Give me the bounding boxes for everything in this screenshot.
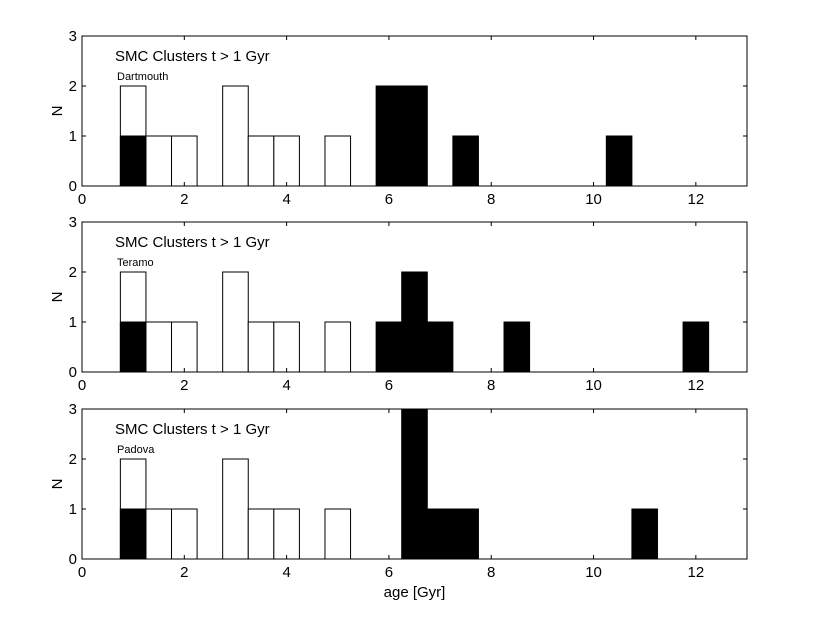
y-tick-label: 2 [69, 78, 77, 95]
x-tick-label: 6 [385, 564, 393, 581]
x-tick-label: 12 [688, 191, 705, 208]
outline-bar [222, 271, 249, 373]
outline-bar [145, 135, 173, 187]
outline-bar [324, 321, 352, 373]
filled-bar [375, 321, 403, 373]
x-tick-label: 0 [78, 564, 86, 581]
filled-bar [682, 321, 710, 373]
x-tick-label: 10 [585, 377, 602, 394]
y-tick-label: 3 [69, 28, 77, 45]
filled-bar [426, 321, 454, 373]
filled-bar [119, 135, 147, 187]
y-tick-label: 1 [69, 128, 77, 145]
outline-bar [171, 321, 198, 373]
model-label: Padova [117, 444, 155, 456]
panel-title: SMC Clusters t > 1 Gyr [115, 48, 270, 65]
x-tick-label: 8 [487, 377, 495, 394]
y-tick-label: 3 [69, 214, 77, 231]
y-axis-label: N [49, 292, 66, 303]
x-tick-label: 12 [688, 564, 705, 581]
outline-bar [324, 135, 352, 187]
y-tick-label: 1 [69, 314, 77, 331]
outline-bar [273, 135, 300, 187]
outline-bar [273, 321, 300, 373]
axes-frame [81, 35, 748, 187]
panel-title: SMC Clusters t > 1 Gyr [115, 421, 270, 438]
filled-bar [119, 508, 147, 560]
x-tick-label: 8 [487, 564, 495, 581]
filled-bar [401, 85, 428, 187]
y-tick-label: 3 [69, 401, 77, 418]
filled-bar [119, 321, 147, 373]
x-tick-label: 6 [385, 377, 393, 394]
x-tick-label: 0 [78, 377, 86, 394]
y-tick-label: 1 [69, 501, 77, 518]
outline-bar [222, 85, 249, 187]
x-tick-label: 2 [180, 564, 188, 581]
x-tick-label: 2 [180, 191, 188, 208]
model-label: Teramo [117, 257, 154, 269]
x-tick-label: 0 [78, 191, 86, 208]
x-tick-label: 4 [282, 564, 290, 581]
outline-bar [273, 508, 300, 560]
y-tick-label: 0 [69, 364, 77, 381]
axes-frame [81, 221, 748, 373]
outline-bar [171, 135, 198, 187]
filled-bar [375, 85, 403, 187]
y-axis-label: N [49, 479, 66, 490]
filled-bar [503, 321, 531, 373]
panel-title: SMC Clusters t > 1 Gyr [115, 234, 270, 251]
outline-bar [247, 135, 275, 187]
x-tick-label: 12 [688, 377, 705, 394]
x-axis-label: age [Gyr] [384, 584, 446, 601]
x-tick-label: 10 [585, 191, 602, 208]
x-tick-label: 6 [385, 191, 393, 208]
outline-bar [222, 458, 249, 560]
y-tick-label: 0 [69, 178, 77, 195]
y-tick-label: 2 [69, 264, 77, 281]
x-tick-label: 4 [282, 377, 290, 394]
x-tick-label: 4 [282, 191, 290, 208]
outline-bar [324, 508, 352, 560]
outline-bar [145, 508, 173, 560]
filled-bar [452, 508, 479, 560]
outline-bar [247, 321, 275, 373]
y-tick-label: 2 [69, 451, 77, 468]
x-tick-label: 10 [585, 564, 602, 581]
filled-bar [452, 135, 479, 187]
filled-bar [401, 408, 428, 560]
model-label: Dartmouth [117, 71, 168, 83]
axes-frame [81, 408, 748, 560]
y-tick-label: 0 [69, 551, 77, 568]
outline-bar [171, 508, 198, 560]
x-tick-label: 8 [487, 191, 495, 208]
outline-bar [145, 321, 173, 373]
filled-bar [605, 135, 633, 187]
outline-bar [247, 508, 275, 560]
filled-bar [426, 508, 454, 560]
filled-bar [631, 508, 658, 560]
filled-bar [401, 271, 428, 373]
y-axis-label: N [49, 106, 66, 117]
x-tick-label: 2 [180, 377, 188, 394]
